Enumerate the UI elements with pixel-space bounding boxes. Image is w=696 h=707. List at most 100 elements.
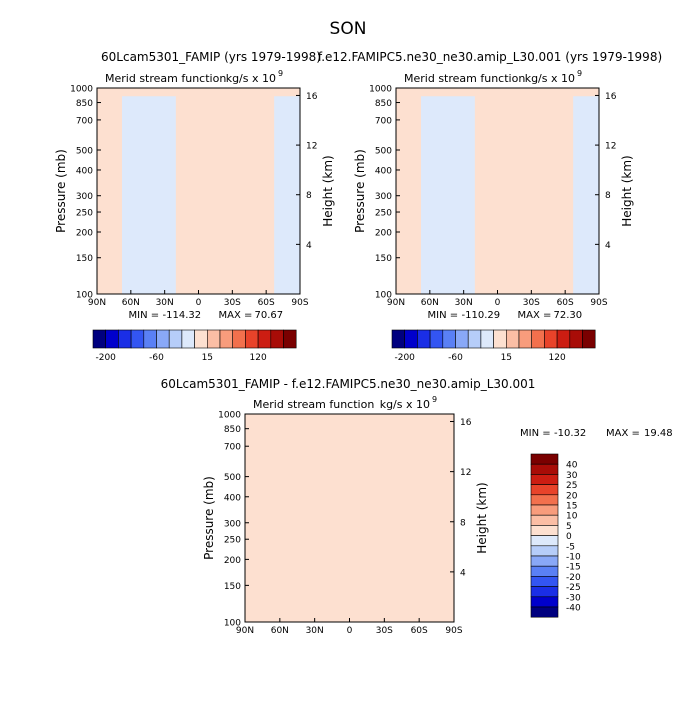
y-tick-label: 1000: [218, 411, 241, 421]
colorbar-swatch: [219, 329, 233, 349]
y-tick-label: 850: [76, 99, 93, 109]
colorbar-swatch: [156, 329, 170, 349]
colorbar-swatch: [105, 329, 119, 349]
units-label: kg/s x 10: [226, 72, 276, 85]
min-value: -110.29: [462, 310, 501, 321]
colorbar-label: 120: [250, 353, 267, 363]
x-tick-label: 90N: [387, 298, 405, 308]
x-tick-label: 30N: [455, 298, 473, 308]
x-tick-label: 60N: [271, 626, 289, 636]
panel-1-title: 60Lcam5301_FAMIP (yrs 1979-1998): [101, 50, 321, 64]
colorbar-swatch: [505, 329, 520, 349]
x-tick-label: 0: [347, 626, 353, 636]
colorbar-swatch: [493, 329, 507, 349]
x-tick-label: 60S: [258, 298, 275, 308]
colorbar-swatch: [130, 329, 145, 349]
x-tick-label: 90N: [236, 626, 254, 636]
y2-tick-label: 16: [605, 92, 617, 102]
colorbar-label: -15: [566, 563, 581, 573]
y-tick-label: 700: [224, 443, 241, 453]
colorbar-swatch: [257, 329, 272, 349]
colorbar-swatch: [467, 329, 482, 349]
contour-region: [396, 88, 599, 97]
colorbar-label: -200: [95, 353, 116, 363]
colorbar-label: -5: [566, 542, 575, 552]
min-label: MIN =: [520, 428, 551, 439]
colorbar-swatch: [531, 329, 545, 349]
colorbar-label: -30: [566, 593, 581, 603]
y-tick-label: 250: [224, 536, 241, 546]
plot-subtitle: Merid stream function: [404, 72, 525, 85]
y-tick-label: 200: [375, 228, 392, 238]
x-tick-label: 30S: [224, 298, 241, 308]
y2-tick-label: 16: [460, 418, 472, 428]
panel-3-title: 60Lcam5301_FAMIP - f.e12.FAMIPC5.ne30_ne…: [161, 377, 536, 391]
min-label: MIN =: [129, 310, 160, 321]
y2-axis-label: Height (km): [620, 155, 634, 226]
colorbar-label: 120: [549, 353, 566, 363]
colorbar-label: 25: [566, 481, 577, 491]
colorbar-swatch: [530, 453, 559, 465]
y-tick-label: 150: [224, 582, 241, 592]
colorbar-swatch: [530, 586, 559, 598]
colorbar-label: -200: [394, 353, 415, 363]
colorbar-swatch: [544, 329, 558, 349]
max-value: 19.48: [644, 428, 673, 439]
y-tick-label: 250: [375, 209, 392, 219]
y-tick-label: 400: [76, 166, 93, 176]
x-tick-label: 0: [495, 298, 501, 308]
y-tick-label: 400: [224, 493, 241, 503]
x-tick-label: 90S: [291, 298, 308, 308]
colorbar-swatch: [530, 525, 559, 536]
y2-tick-label: 12: [460, 468, 471, 478]
colorbar-label: 15: [202, 353, 213, 363]
colorbar-swatch: [530, 484, 559, 496]
y-tick-label: 1000: [70, 85, 93, 95]
colorbar-label: -60: [149, 353, 164, 363]
colorbar-swatch: [556, 329, 571, 349]
y-axis-label: Pressure (mb): [54, 149, 68, 233]
y-tick-label: 150: [76, 254, 93, 264]
colorbar-swatch: [181, 329, 195, 349]
x-tick-label: 60S: [411, 626, 428, 636]
colorbar-swatch: [455, 329, 469, 349]
y-tick-label: 300: [375, 192, 392, 202]
y-axis-label: Pressure (mb): [202, 476, 216, 560]
x-tick-label: 60N: [421, 298, 439, 308]
colorbar-swatch: [530, 535, 559, 547]
colorbar-swatch: [518, 329, 532, 349]
plot-subtitle: Merid stream function: [105, 72, 226, 85]
y-tick-label: 1000: [369, 85, 392, 95]
colorbar-label: -40: [566, 604, 581, 614]
y2-tick-label: 8: [460, 518, 466, 528]
colorbar-label: -25: [566, 583, 581, 593]
panel-2-title: f.e12.FAMIPC5.ne30_ne30.amip_L30.001 (yr…: [318, 50, 662, 64]
y-tick-label: 100: [375, 291, 392, 301]
x-tick-label: 90S: [590, 298, 607, 308]
y-tick-label: 300: [224, 519, 241, 529]
colorbar-label: 5: [566, 522, 572, 532]
contour-region: [573, 88, 599, 294]
colorbar-swatch: [530, 565, 559, 577]
y-tick-label: 400: [375, 166, 392, 176]
colorbar-swatch: [530, 494, 559, 506]
season-title: SON: [330, 19, 367, 39]
x-tick-label: 90N: [88, 298, 106, 308]
x-tick-label: 30S: [523, 298, 540, 308]
y2-tick-label: 12: [605, 142, 616, 152]
colorbar-label: 15: [566, 502, 577, 512]
panel-3: Merid stream function kg/s x 10 9 90N 60N 30N…: [202, 395, 673, 636]
max-value: 70.67: [255, 310, 284, 321]
colorbar-swatch: [530, 504, 559, 516]
colorbar-label: 40: [566, 461, 578, 471]
y-tick-label: 500: [76, 147, 93, 157]
units-exponent: 9: [432, 395, 437, 404]
y-tick-label: 500: [224, 473, 241, 483]
y-axis-label: Pressure (mb): [353, 149, 367, 233]
units-label: kg/s x 10: [525, 72, 575, 85]
y-tick-label: 200: [76, 228, 93, 238]
panel-2: Merid stream function kg/s x 10 9 90N 60N 30N…: [353, 69, 634, 363]
max-label: MAX =: [219, 310, 253, 321]
colorbar-swatch: [429, 329, 444, 349]
